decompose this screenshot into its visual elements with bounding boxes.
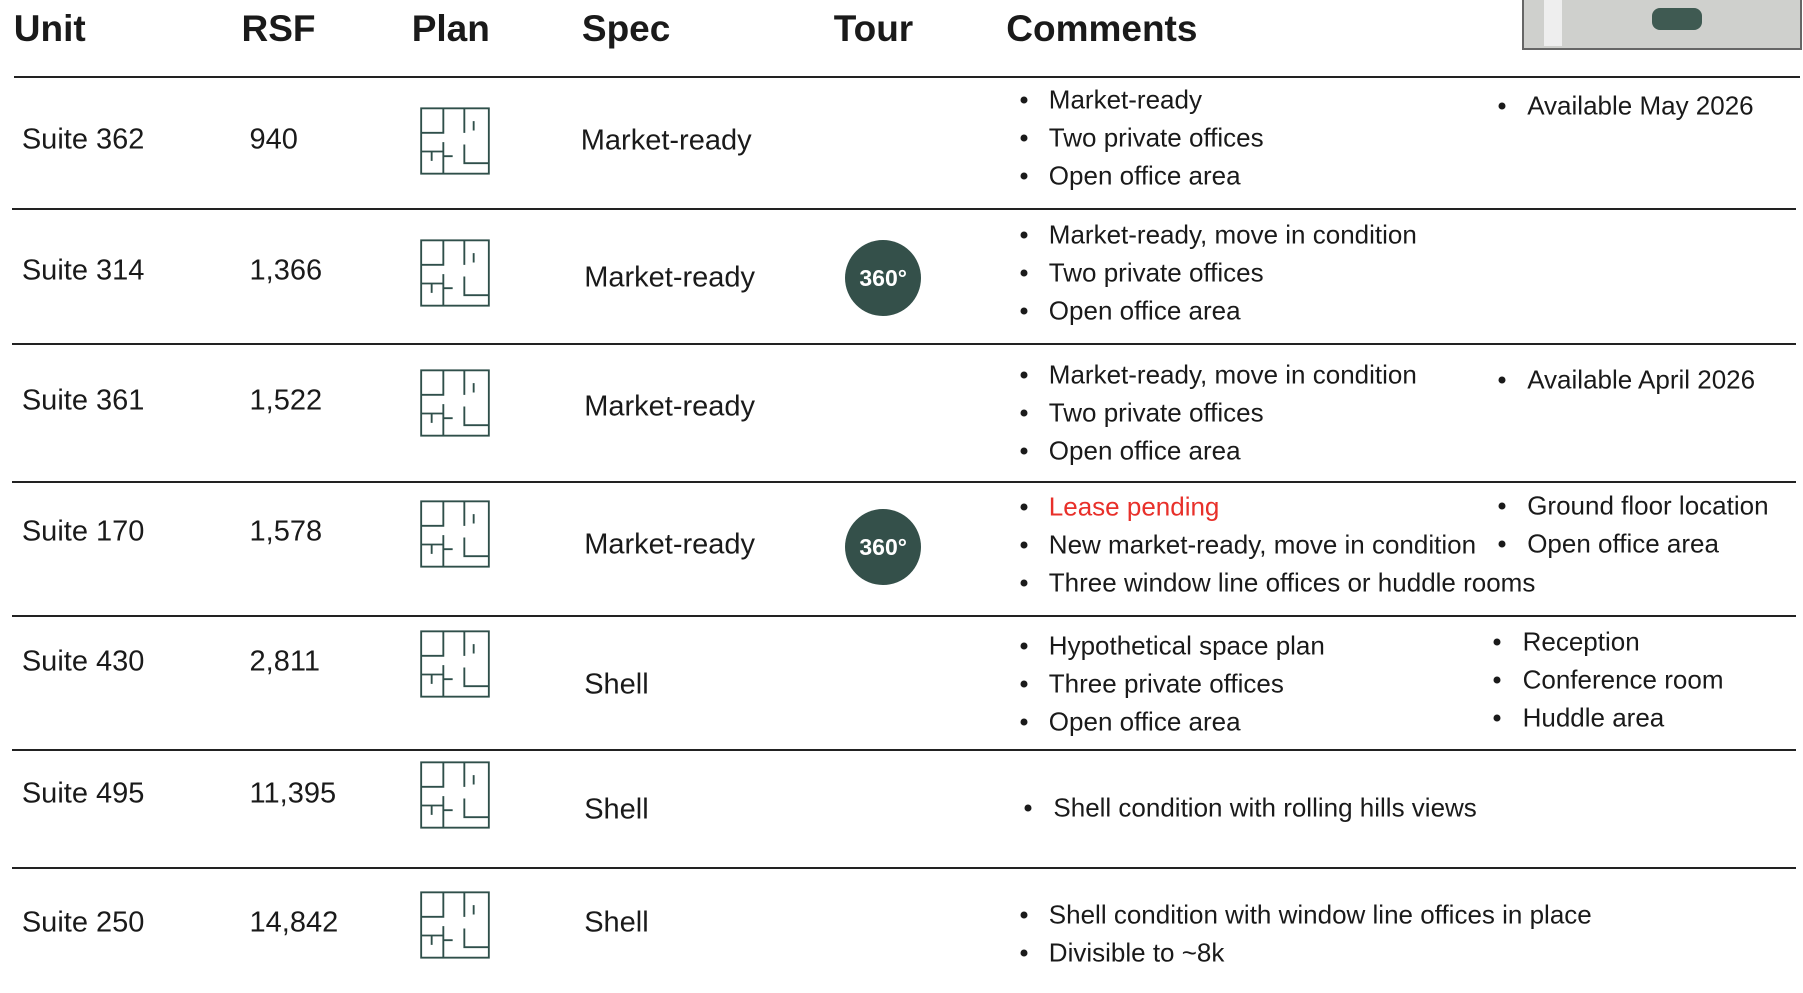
bullet — [1020, 409, 1027, 417]
bullet — [1493, 714, 1501, 722]
spec: Shell — [584, 668, 649, 701]
spec: Market-ready — [580, 124, 752, 157]
row-rule — [11, 208, 1797, 211]
note: Ground floor location — [1527, 490, 1769, 521]
column-header: Plan — [411, 7, 490, 49]
plan-icon[interactable] — [419, 499, 490, 568]
column-header: RSF — [241, 7, 316, 49]
comment: Two private offices — [1048, 397, 1264, 428]
bullet — [1020, 231, 1027, 239]
bullet — [1020, 718, 1027, 726]
plan-icon[interactable] — [419, 890, 490, 959]
comment: Market-ready — [1048, 84, 1202, 115]
comment: Open office area — [1048, 435, 1241, 466]
bullet — [1020, 949, 1027, 957]
bullet — [1020, 911, 1027, 919]
bullet — [1020, 371, 1027, 379]
plan-icon[interactable] — [419, 761, 490, 829]
column-header: Comments — [1006, 7, 1198, 49]
bullet — [1020, 541, 1027, 549]
map-road — [1544, 0, 1562, 46]
bullet — [1493, 676, 1501, 684]
spec: Shell — [584, 906, 649, 939]
map-thumbnail — [1522, 0, 1802, 50]
bullet — [1498, 376, 1506, 383]
bullet — [1020, 503, 1027, 511]
status: Lease pending — [1048, 491, 1220, 522]
bullet — [1498, 102, 1506, 110]
spec: Shell — [584, 793, 649, 826]
bullet — [1024, 804, 1032, 812]
tour-360[interactable]: 360° — [845, 240, 922, 317]
unit: Suite 170 — [21, 515, 145, 548]
comment: Three private offices — [1048, 668, 1284, 699]
row-rule — [11, 342, 1797, 345]
bullet — [1493, 638, 1501, 646]
rsf: 14,842 — [249, 906, 339, 939]
comment: New market-ready, move in condition — [1048, 529, 1477, 560]
spec: Market-ready — [584, 528, 756, 561]
comment: Market-ready, move in condition — [1048, 359, 1417, 390]
comment: Divisible to ~8k — [1048, 937, 1225, 968]
rsf: 1,366 — [249, 254, 323, 287]
bullet — [1498, 540, 1506, 548]
bullet — [1020, 680, 1027, 688]
bullet — [1020, 447, 1027, 455]
comment: Open office area — [1048, 706, 1241, 737]
comment: Market-ready, move in condition — [1048, 219, 1417, 250]
plan-icon[interactable] — [419, 107, 490, 176]
unit: Suite 361 — [21, 384, 145, 417]
bullet — [1498, 502, 1506, 510]
map-shape — [1652, 8, 1702, 30]
row-rule — [11, 867, 1797, 870]
bullet — [1020, 269, 1027, 277]
comment: Two private offices — [1048, 257, 1264, 288]
unit: Suite 314 — [21, 254, 145, 287]
bullet — [1020, 172, 1027, 180]
unit: Suite 250 — [21, 906, 145, 939]
note: Open office area — [1527, 528, 1719, 559]
column-header: Tour — [833, 7, 914, 49]
plan-icon[interactable] — [419, 238, 490, 307]
rsf: 1,522 — [249, 384, 323, 417]
rsf: 11,395 — [249, 777, 337, 809]
note: Huddle area — [1522, 702, 1665, 733]
row-rule — [11, 615, 1797, 618]
bullet — [1020, 642, 1027, 650]
bullet — [1020, 579, 1027, 587]
row-rule — [11, 480, 1797, 483]
rsf: 2,811 — [249, 645, 320, 678]
rsf: 940 — [249, 123, 298, 156]
comment: Hypothetical space plan — [1048, 630, 1325, 661]
plan-icon[interactable] — [419, 368, 490, 437]
spec: Market-ready — [584, 261, 756, 294]
comment: Shell condition with window line offices… — [1048, 899, 1592, 930]
comment: Three window line offices or huddle room… — [1048, 567, 1536, 598]
comment: Shell condition with rolling hills views — [1053, 792, 1477, 823]
note: Conference room — [1522, 664, 1724, 695]
spec: Market-ready — [584, 390, 756, 423]
note: Reception — [1522, 626, 1640, 657]
plan-icon[interactable] — [419, 629, 490, 698]
bullet — [1020, 134, 1027, 142]
tour-360[interactable]: 360° — [845, 509, 922, 586]
header-rule — [13, 75, 1800, 78]
note: Available April 2026 — [1527, 364, 1756, 394]
column-header: Unit — [13, 7, 86, 49]
rsf: 1,578 — [249, 515, 323, 548]
bullet — [1020, 307, 1027, 314]
unit: Suite 362 — [21, 123, 145, 156]
unit: Suite 430 — [21, 645, 145, 678]
row-rule — [11, 748, 1797, 751]
comment: Open office area — [1048, 295, 1241, 325]
unit: Suite 495 — [21, 777, 145, 809]
comment: Open office area — [1048, 160, 1241, 191]
note: Available May 2026 — [1527, 90, 1754, 121]
comment: Two private offices — [1048, 122, 1264, 153]
column-header: Spec — [581, 7, 671, 49]
bullet — [1020, 96, 1027, 104]
